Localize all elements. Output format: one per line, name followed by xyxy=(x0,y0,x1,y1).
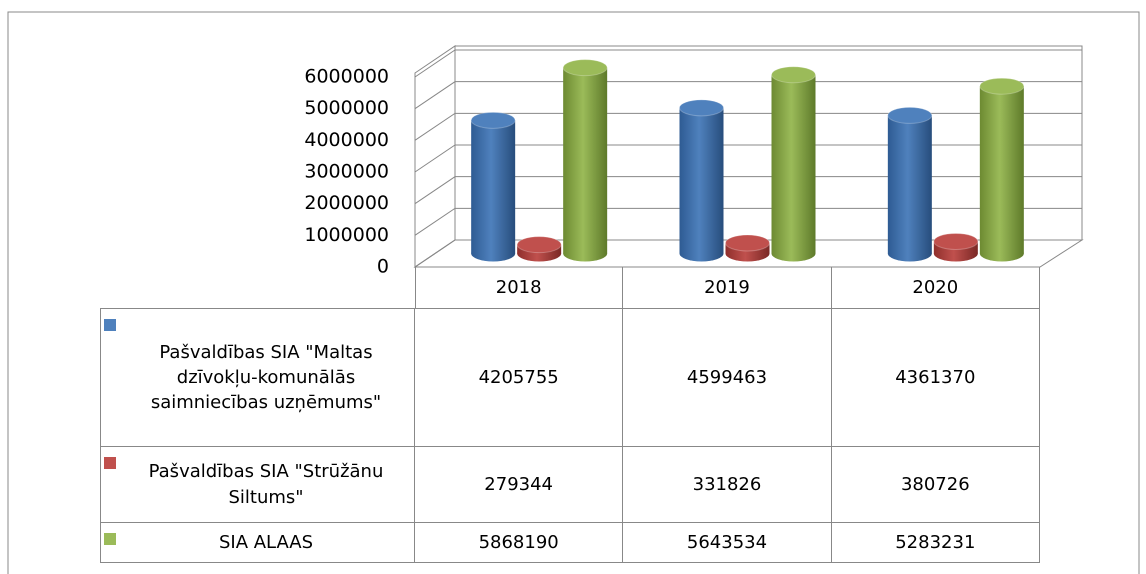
bar-top xyxy=(979,77,1025,95)
legend-label: Pašvaldības SIA "Maltas dzīvokļu-komunāl… xyxy=(150,341,382,414)
table-value: 331826 xyxy=(623,447,832,523)
legend-swatch xyxy=(104,533,116,545)
grid-line xyxy=(414,81,1082,110)
bar xyxy=(679,99,724,262)
bar-top xyxy=(562,59,608,77)
bar-top xyxy=(516,236,562,254)
legend-swatch xyxy=(104,457,116,469)
bar xyxy=(470,111,516,262)
y-tick-label: 3000000 xyxy=(304,161,389,183)
y-tick-label: 5000000 xyxy=(304,97,389,119)
grid-line xyxy=(414,239,1082,268)
bar xyxy=(725,234,770,262)
table-value: 380726 xyxy=(831,447,1040,523)
grid-line xyxy=(414,176,1082,205)
x-tick-label: 2018 xyxy=(415,267,624,309)
y-tick-label: 4000000 xyxy=(304,129,389,151)
legend-entry: SIA ALAAS xyxy=(100,523,415,563)
bar-top xyxy=(470,111,516,129)
legend-entry: Pašvaldības SIA "Strūžānu Siltums" xyxy=(100,447,415,523)
y-tick-label: 0 xyxy=(377,256,389,278)
table-value: 4205755 xyxy=(415,309,624,447)
table-value: 279344 xyxy=(415,447,624,523)
legend-label: SIA ALAAS xyxy=(218,531,314,553)
grid-line xyxy=(414,49,1082,78)
x-tick-label: 2020 xyxy=(831,267,1040,309)
bar-body xyxy=(563,67,608,254)
grid-line xyxy=(414,112,1082,141)
bar xyxy=(979,77,1025,262)
table-corner-line xyxy=(100,309,101,563)
legend-label: Pašvaldības SIA "Strūžānu Siltums" xyxy=(148,461,384,508)
bar xyxy=(933,232,979,262)
bar-top xyxy=(933,232,979,250)
bar xyxy=(562,59,608,262)
table-top-line xyxy=(415,267,416,309)
bar-body xyxy=(887,115,932,254)
bar-top xyxy=(771,66,816,84)
bar xyxy=(516,236,562,262)
table-value: 4599463 xyxy=(623,309,832,447)
table-header-line xyxy=(100,308,415,309)
bar xyxy=(771,66,816,262)
grid-line xyxy=(414,144,1082,173)
legend-entry: Pašvaldības SIA "Maltas dzīvokļu-komunāl… xyxy=(100,309,415,447)
legend-swatch xyxy=(104,319,116,331)
bar-body xyxy=(979,86,1024,254)
y-tick-label: 6000000 xyxy=(304,66,389,88)
table-value: 5283231 xyxy=(831,523,1040,563)
bar-body xyxy=(679,107,724,254)
table-value: 5643534 xyxy=(623,523,832,563)
bar xyxy=(887,106,933,262)
bar-top xyxy=(887,106,933,124)
grid-line xyxy=(414,207,1082,236)
table-value: 4361370 xyxy=(831,309,1040,447)
y-tick-label: 2000000 xyxy=(304,192,389,214)
bar-body xyxy=(771,74,816,254)
y-tick-label: 1000000 xyxy=(304,224,389,246)
bar-top xyxy=(725,234,770,252)
x-tick-label: 2019 xyxy=(623,267,832,309)
side-wall xyxy=(414,45,456,268)
bar-top xyxy=(679,99,724,117)
frame xyxy=(7,11,1140,574)
table-value: 5868190 xyxy=(415,523,624,563)
bar-body xyxy=(471,120,516,254)
